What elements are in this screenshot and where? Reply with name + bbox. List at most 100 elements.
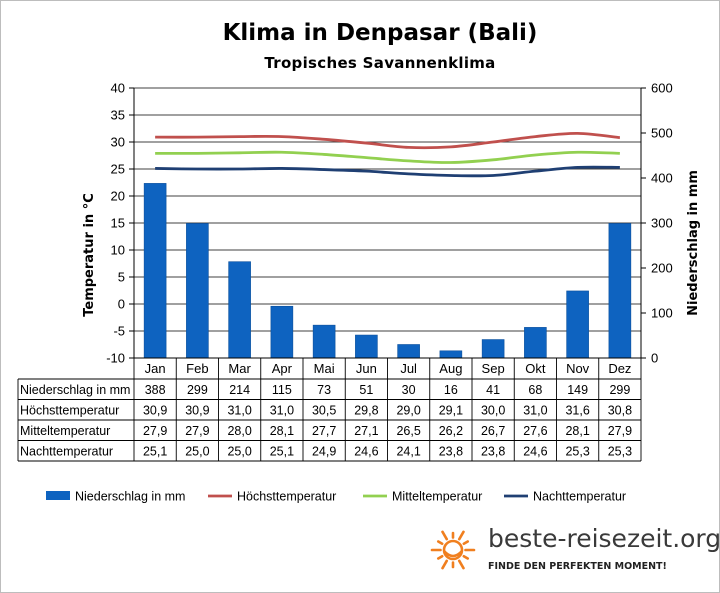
y-right-tick-label: 500 [651, 126, 673, 141]
sun-ray [436, 540, 444, 546]
night-temperature-line [155, 165, 620, 178]
y-right-tick-label: 0 [651, 351, 658, 366]
y-left-tick-label: 40 [111, 81, 125, 96]
brand-name: beste-reisezeit.org [488, 524, 720, 553]
y-left-tick-label: -5 [113, 324, 125, 339]
table-cell: 28,1 [270, 424, 294, 438]
precipitation-bar [481, 339, 505, 359]
table-cell: 24,6 [523, 445, 547, 459]
y-left-tick-label: 25 [111, 162, 125, 177]
table-cell: 25,1 [270, 445, 294, 459]
table-cell: 149 [567, 383, 588, 397]
table-cell: 16 [444, 383, 458, 397]
table-cell: 73 [317, 383, 331, 397]
mean-temperature-line [155, 150, 620, 164]
x-tick-label: Jan [145, 361, 166, 376]
table-cell: 27,9 [143, 424, 167, 438]
y-left-tick-label: 30 [111, 135, 125, 150]
table-cell: 30,5 [312, 404, 336, 418]
table-cell: 28,0 [227, 424, 251, 438]
table-cell: 25,3 [608, 445, 632, 459]
table-cell: 51 [359, 383, 373, 397]
table-cell: 24,6 [354, 445, 378, 459]
table-cell: 25,0 [185, 445, 209, 459]
table-cell: 30,8 [608, 404, 632, 418]
legend-label: Niederschlag in mm [75, 490, 185, 504]
table-row-label: Niederschlag in mm [20, 383, 130, 397]
y-left-tick-label: 20 [111, 189, 125, 204]
y-left-tick-label: 35 [111, 108, 125, 123]
sun-ray [462, 554, 470, 560]
legend-label: Mitteltemperatur [392, 490, 482, 504]
table-cell: 26,5 [396, 424, 420, 438]
table-cell: 299 [187, 383, 208, 397]
table-cell: 23,8 [439, 445, 463, 459]
table-cell: 23,8 [481, 445, 505, 459]
legend-label: Nachttemperatur [533, 490, 626, 504]
x-tick-label: Dez [608, 361, 631, 376]
x-tick-label: Sep [482, 361, 505, 376]
brand-slogan: FINDE DEN PERFEKTEN MOMENT! [488, 561, 667, 572]
x-tick-label: Jun [356, 361, 377, 376]
chart-subtitle: Tropisches Savannenklima [264, 54, 496, 72]
x-tick-label: Jul [400, 361, 417, 376]
sun-icon [430, 530, 476, 570]
table-cell: 31,0 [227, 404, 251, 418]
precipitation-bar [566, 290, 589, 359]
table-cell: 27,7 [312, 424, 336, 438]
y-right-tick-label: 100 [651, 306, 673, 321]
table-cell: 31,0 [270, 404, 294, 418]
y-right-tick-label: 200 [651, 261, 673, 276]
x-tick-label: Feb [186, 361, 208, 376]
x-tick-label: Mar [228, 361, 251, 376]
table-cell: 26,2 [439, 424, 463, 438]
x-tick-label: Mai [314, 361, 335, 376]
y-axis-left-label: Temperatur in °C [82, 193, 97, 317]
table-cell: 24,9 [312, 445, 336, 459]
table-row-label: Nachttemperatur [20, 445, 113, 459]
table-cell: 25,1 [143, 445, 167, 459]
sun-ray [441, 530, 449, 541]
y-right-tick-label: 400 [651, 171, 673, 186]
table-cell: 30,0 [481, 404, 505, 418]
table-cell: 31,6 [565, 404, 589, 418]
table-cell: 27,9 [185, 424, 209, 438]
table-row-label: Mitteltemperatur [20, 424, 110, 438]
precipitation-bar [397, 344, 420, 359]
data-table: Jan Feb Mar Apr Mai Jun Jul Aug Sep Okt Nov Dez Nied… [17, 358, 642, 462]
precipitation-bar [228, 261, 251, 359]
y-right-tick-label: 300 [651, 216, 673, 231]
sun-ray [462, 540, 470, 546]
table-cell: 31,0 [523, 404, 547, 418]
table-cell: 30,9 [185, 404, 209, 418]
table-cell: 28,1 [565, 424, 589, 438]
legend-swatch-precipitation [46, 491, 70, 500]
legend-label: Höchsttemperatur [237, 490, 336, 504]
y-left-tick-label: 0 [118, 297, 125, 312]
sun-ray [457, 530, 465, 541]
chart-title: Klima in Denpasar (Bali) [222, 20, 538, 46]
table-cell: 30 [402, 383, 416, 397]
temperature-lines [155, 131, 621, 178]
legend: Niederschlag in mm Höchsttemperatur Mittel… [46, 490, 626, 504]
sun-ray [436, 554, 444, 560]
precipitation-bar [186, 223, 209, 359]
table-cell: 388 [145, 383, 166, 397]
table-cell: 25,0 [227, 445, 251, 459]
precipitation-bar [439, 350, 463, 359]
x-tick-label: Aug [439, 361, 462, 376]
x-tick-label: Okt [525, 361, 546, 376]
brand-block: beste-reisezeit.org FINDE DEN PERFEKTEN … [430, 524, 720, 584]
gridlines [134, 87, 641, 359]
y-left-tick-label: 15 [111, 216, 125, 231]
table-cell: 29,8 [354, 404, 378, 418]
sun-ray [457, 559, 465, 570]
table-cell: 25,3 [565, 445, 589, 459]
table-cell: 214 [229, 383, 250, 397]
table-cell: 30,9 [143, 404, 167, 418]
table-cell: 115 [272, 383, 292, 397]
x-tick-label: Nov [566, 361, 590, 376]
y-axis-right-label: Niederschlag in mm [686, 170, 701, 316]
precipitation-bar [524, 327, 547, 359]
